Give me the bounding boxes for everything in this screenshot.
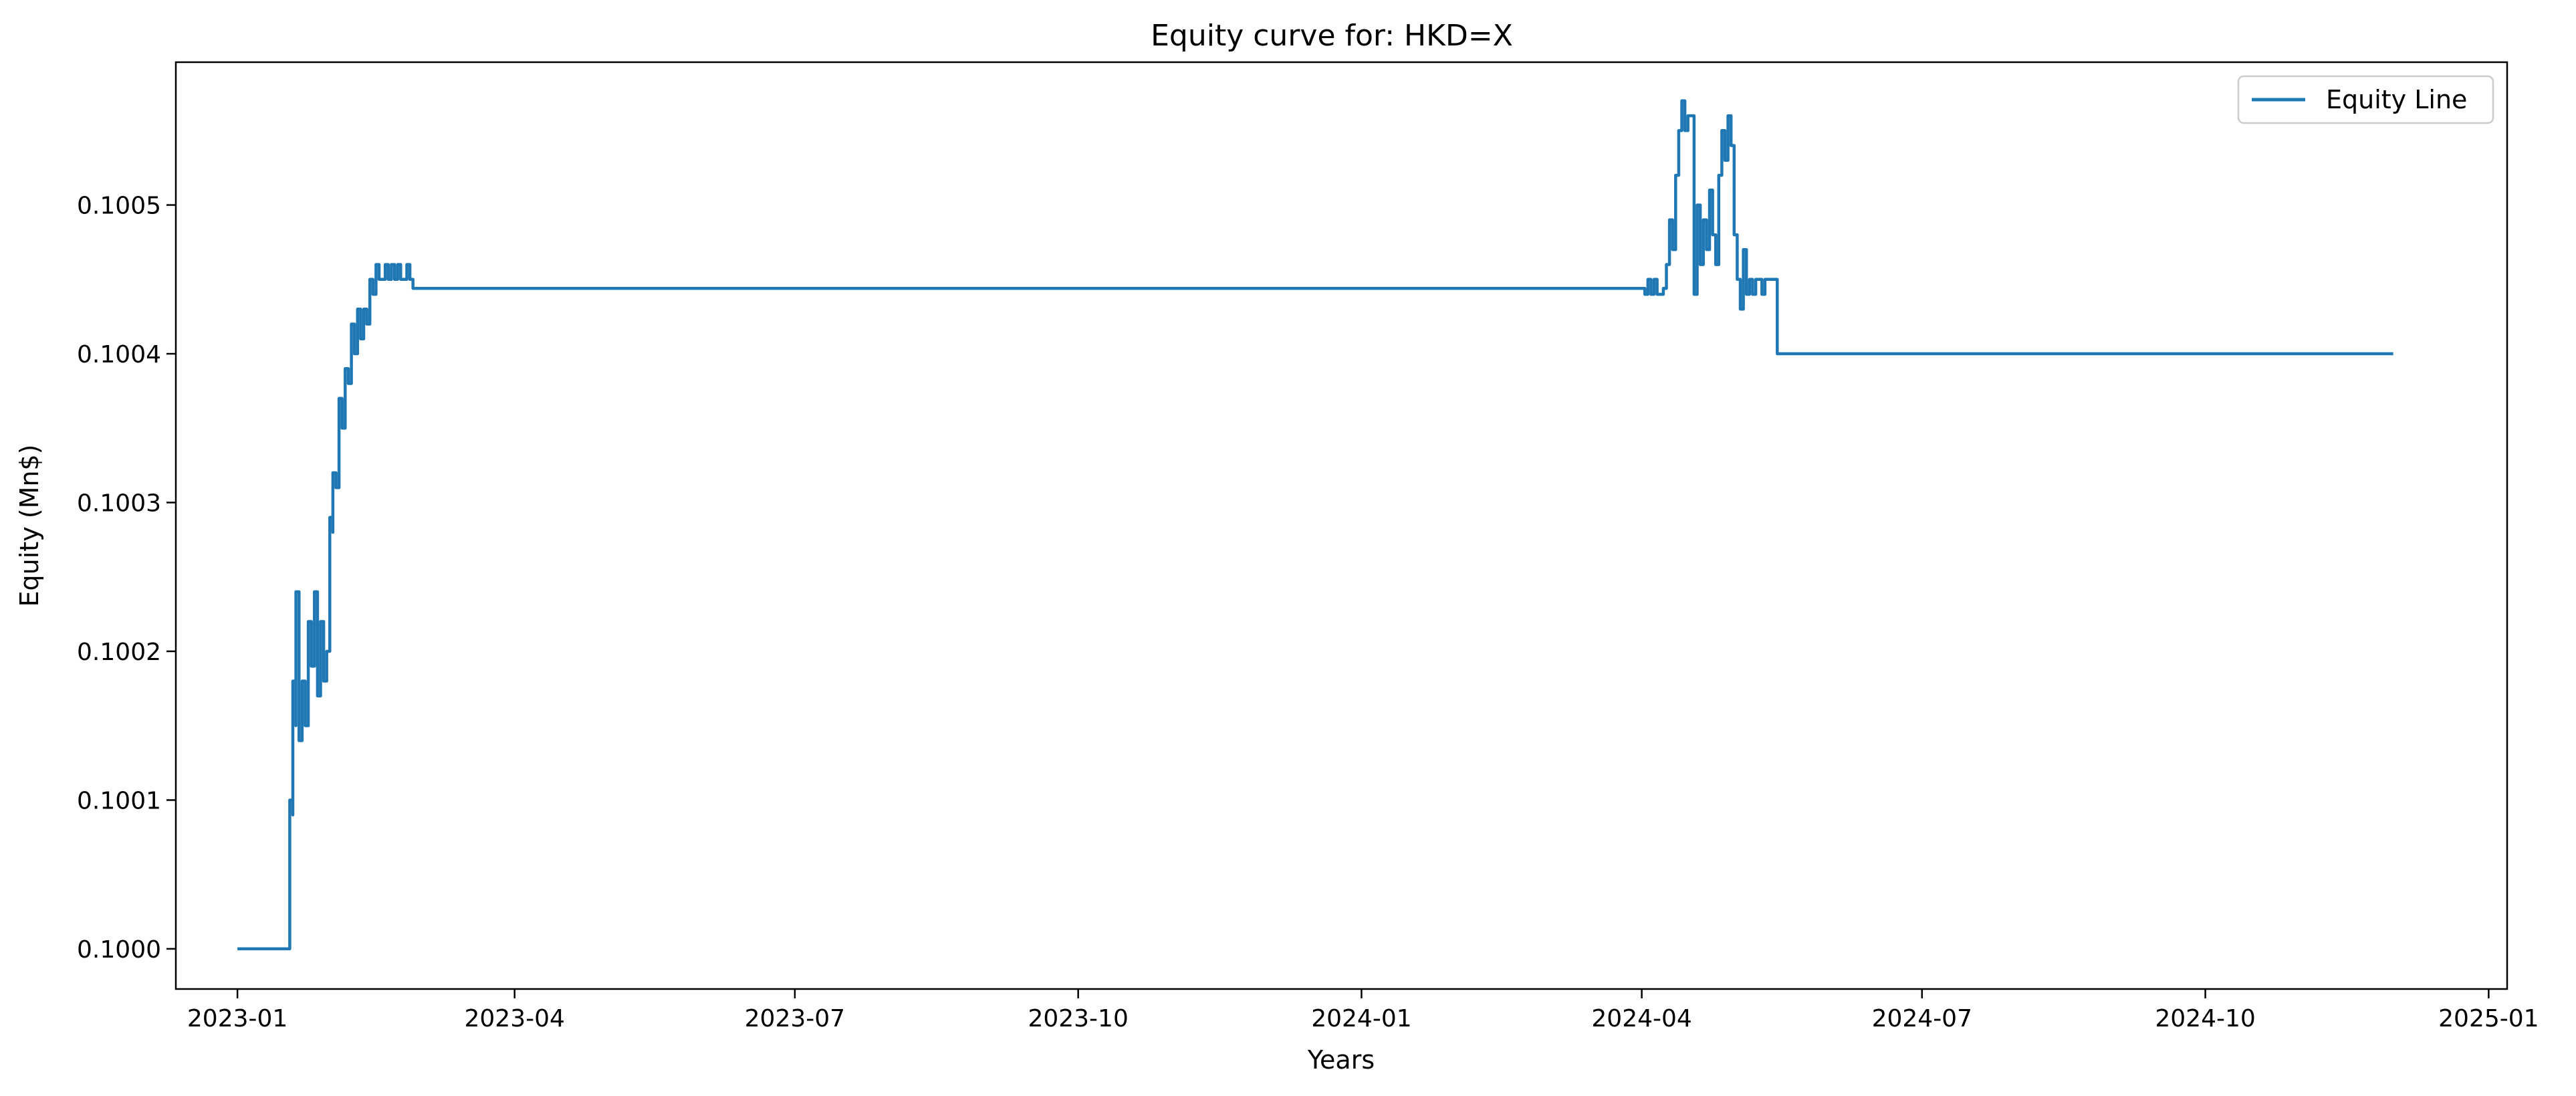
y-axis: 0.1000 0.1001 0.1002 0.1003 0.1004 0.1005: [77, 193, 176, 964]
x-tick-label: 2024-01: [1311, 1005, 1411, 1032]
y-tick-label: 0.1003: [77, 490, 161, 518]
y-tick-label: 0.1000: [77, 936, 161, 964]
x-tick-label: 2023-04: [464, 1005, 564, 1032]
legend-label-equity-line: Equity Line: [2326, 85, 2467, 114]
x-tick-label: 2023-10: [1028, 1005, 1128, 1032]
x-tick-label: 2024-10: [2155, 1005, 2255, 1032]
legend: Equity Line: [2237, 75, 2494, 124]
plot-area-frame: [174, 61, 2508, 990]
x-tick-label: 2024-04: [1591, 1005, 1691, 1032]
legend-box: [2237, 75, 2494, 124]
y-tick-label: 0.1004: [77, 341, 161, 368]
x-tick-label: 2024-07: [1872, 1005, 1972, 1032]
x-axis: 2023-01 2023-04 2023-07 2023-10 2024-01 2024-…: [187, 989, 2539, 1032]
x-tick-label: 2023-07: [745, 1005, 845, 1032]
x-axis-label: Years: [1307, 1045, 1375, 1075]
y-tick-label: 0.1001: [77, 787, 161, 814]
x-tick-label: 2023-01: [187, 1005, 287, 1032]
chart-title: Equity curve for: HKD=X: [1151, 19, 1513, 53]
x-tick-label: 2025-01: [2438, 1005, 2539, 1032]
series-layer: [237, 99, 2393, 951]
y-tick-label: 0.1002: [77, 639, 161, 666]
y-axis-label: Equity (Mn$): [15, 445, 44, 607]
series-line-equity-line: [237, 99, 2393, 951]
y-tick-label: 0.1005: [77, 193, 161, 220]
